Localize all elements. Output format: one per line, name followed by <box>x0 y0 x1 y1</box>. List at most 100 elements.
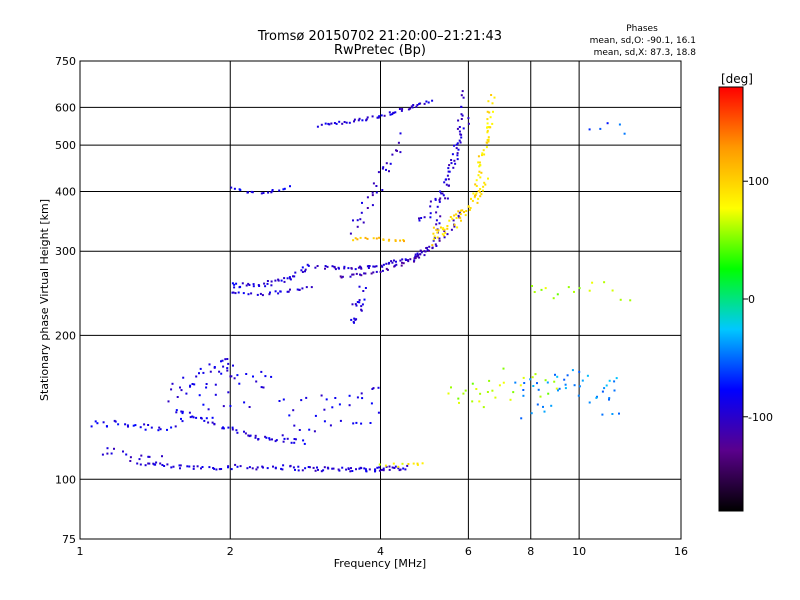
scatter-point <box>397 141 400 144</box>
scatter-point <box>360 211 363 214</box>
scatter-point <box>203 419 206 422</box>
scatter-point <box>479 164 482 167</box>
scatter-point <box>308 428 311 431</box>
scatter-point <box>384 464 387 467</box>
scatter-point <box>264 375 267 378</box>
scatter-point <box>268 438 271 441</box>
scatter-point <box>338 120 341 123</box>
scatter-point <box>486 110 489 113</box>
scatter-point <box>233 286 236 289</box>
scatter-point <box>179 464 182 467</box>
scatter-point <box>354 237 357 240</box>
scatter-point <box>416 104 419 106</box>
scatter-point <box>564 387 567 390</box>
scatter-point <box>171 382 174 385</box>
scatter-point <box>473 196 476 199</box>
scatter-point <box>247 282 250 285</box>
scatter-point <box>438 237 441 240</box>
scatter-point <box>268 437 271 440</box>
scatter-point <box>433 237 436 239</box>
colorbar-unit: [deg] <box>721 72 753 86</box>
scatter-point <box>392 462 395 465</box>
scatter-point <box>459 141 462 144</box>
scatter-point <box>283 280 286 283</box>
scatter-point <box>279 290 282 293</box>
scatter-point <box>413 260 415 263</box>
scatter-point <box>102 421 105 424</box>
scatter-point <box>254 436 257 439</box>
scatter-point <box>234 463 237 466</box>
scatter-point <box>391 153 394 156</box>
scatter-point <box>431 99 434 102</box>
scatter-point <box>445 178 447 181</box>
scatter-point <box>455 143 458 146</box>
scatter-point <box>293 424 296 427</box>
scatter-point <box>413 257 416 260</box>
scatter-point <box>365 469 368 472</box>
scatter-point <box>448 164 451 167</box>
scatter-point <box>461 209 464 212</box>
scatter-point <box>252 283 255 286</box>
scatter-point <box>245 284 248 287</box>
scatter-point <box>153 463 156 466</box>
scatter-point <box>191 383 194 385</box>
scatter-point <box>400 264 403 267</box>
scatter-point <box>350 267 353 270</box>
scatter-point <box>215 468 218 471</box>
scatter-point <box>352 273 355 276</box>
scatter-point <box>294 438 297 441</box>
scatter-point <box>202 403 205 406</box>
scatter-point <box>418 219 421 222</box>
scatter-point <box>351 273 354 276</box>
scatter-point <box>460 105 463 108</box>
scatter-point <box>478 161 481 164</box>
scatter-point <box>304 467 307 470</box>
scatter-point <box>245 373 248 375</box>
scatter-point <box>286 437 289 440</box>
scatter-point <box>375 191 378 194</box>
scatter-point <box>439 197 442 200</box>
scatter-point <box>274 279 277 282</box>
scatter-point <box>378 463 381 466</box>
scatter-point <box>416 463 419 466</box>
scatter-point <box>332 467 335 470</box>
scatter-point <box>323 466 326 469</box>
scatter-point <box>377 411 380 414</box>
scatter-point <box>260 192 263 195</box>
scatter-point <box>174 425 177 428</box>
scatter-point <box>471 400 474 403</box>
scatter-point <box>573 290 575 293</box>
scatter-point <box>480 171 483 174</box>
scatter-point <box>298 289 301 291</box>
scatter-point <box>355 318 358 321</box>
scatter-point <box>297 465 300 468</box>
scatter-point <box>385 168 387 171</box>
scatter-point <box>175 409 178 412</box>
scatter-point <box>353 317 356 320</box>
scatter-point <box>305 286 308 289</box>
scatter-point <box>447 184 450 187</box>
scatter-point <box>366 207 369 209</box>
stats-heading: Phases <box>626 24 658 34</box>
scatter-point <box>352 320 355 323</box>
scatter-point <box>353 118 356 121</box>
scatter-point <box>280 279 283 282</box>
scatter-point <box>436 205 439 208</box>
scatter-point <box>331 467 334 470</box>
scatter-point <box>326 466 329 469</box>
scatter-point <box>393 467 396 469</box>
scatter-point <box>239 285 242 288</box>
scatter-point <box>461 114 464 117</box>
scatter-point <box>411 106 414 109</box>
scatter-point <box>423 102 426 105</box>
scatter-point <box>393 259 395 262</box>
scatter-point <box>439 215 442 218</box>
colorbar-tick-label: 0 <box>748 293 755 306</box>
scatter-point <box>301 287 304 290</box>
scatter-point <box>464 389 467 392</box>
scatter-point <box>397 465 400 468</box>
scatter-point <box>356 219 359 222</box>
scatter-point <box>400 109 403 112</box>
scatter-point <box>450 162 453 165</box>
scatter-point <box>257 438 260 441</box>
